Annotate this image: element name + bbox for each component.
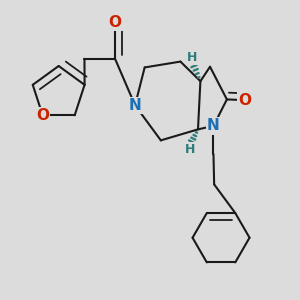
- Text: N: N: [129, 98, 141, 113]
- Text: H: H: [187, 51, 198, 64]
- Text: O: O: [238, 93, 251, 108]
- Text: O: O: [109, 15, 122, 30]
- Text: N: N: [207, 118, 220, 134]
- Text: H: H: [185, 143, 195, 156]
- Text: O: O: [36, 108, 49, 123]
